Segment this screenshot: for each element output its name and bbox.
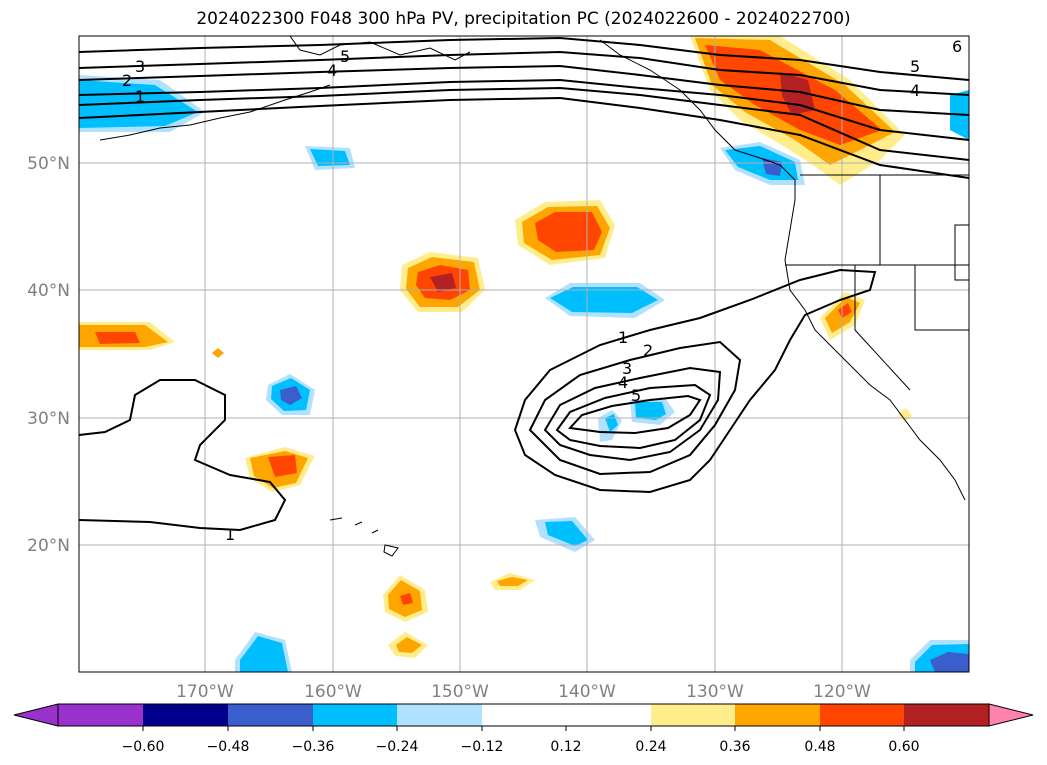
lon-label: 170°W	[176, 682, 234, 702]
colorbar-frame	[57, 703, 990, 727]
colorbar-min-extension	[13, 703, 59, 727]
precip-positive-region	[535, 212, 602, 252]
colorbar-max-extension	[988, 703, 1034, 727]
precip-shading	[79, 36, 969, 672]
precip-positive-region	[95, 332, 140, 344]
contour-label: 5	[910, 57, 920, 76]
contour-label: 2	[643, 341, 653, 360]
colorbar: −0.60 −0.48 −0.36 −0.24 −0.12 0.12 0.24 …	[13, 703, 1034, 755]
longitude-labels: 170°W 160°W 150°W 140°W 130°W 120°W	[176, 682, 871, 702]
precip-positive-region	[400, 593, 413, 605]
contour-label: 5	[631, 386, 641, 405]
colorbar-segment	[143, 704, 228, 726]
colorbar-tick-label: 0.60	[888, 739, 919, 755]
colorbar-segment	[735, 704, 820, 726]
contour-label: 4	[618, 373, 628, 392]
precip-negative-region	[545, 521, 588, 546]
colorbar-segment	[482, 704, 566, 726]
pv-contours	[79, 36, 969, 532]
contour-label: 4	[327, 61, 337, 80]
contour-labels: 3 2 1 4 5 5 4 6 1 1 2 3 4 5	[122, 37, 962, 544]
gridlines	[79, 36, 969, 672]
precip-negative-region	[280, 386, 302, 405]
colorbar-tick-label: −0.24	[376, 739, 419, 755]
colorbar-tick-label: 0.48	[804, 739, 835, 755]
colorbar-segment	[228, 704, 313, 726]
colorbar-tick-label: −0.12	[461, 739, 504, 755]
lat-label: 50°N	[27, 154, 70, 174]
lat-label: 40°N	[27, 281, 70, 301]
map-frame	[78, 35, 970, 673]
colorbar-segment	[397, 704, 482, 726]
colorbar-tick-label: −0.36	[292, 739, 335, 755]
lon-label: 160°W	[304, 682, 362, 702]
contour-label: 1	[618, 328, 628, 347]
colorbar-ticks	[142, 726, 905, 731]
colorbar-tick-label: −0.60	[122, 739, 165, 755]
latitude-labels: 50°N 40°N 30°N 20°N	[27, 154, 70, 556]
colorbar-tick-label: 0.24	[635, 739, 666, 755]
colorbar-tick-label: 0.12	[550, 739, 581, 755]
precip-negative-region	[240, 636, 288, 672]
precip-positive-region	[268, 455, 297, 477]
contour-label: 1	[225, 525, 235, 544]
precip-positive-region	[497, 577, 528, 586]
colorbar-segment	[820, 704, 904, 726]
contour-label: 3	[622, 359, 632, 378]
precip-negative-region	[930, 652, 969, 672]
lon-label: 130°W	[686, 682, 744, 702]
figure-title: 2024022300 F048 300 hPa PV, precipitatio…	[196, 9, 851, 29]
lon-label: 140°W	[558, 682, 616, 702]
colorbar-segment	[904, 704, 989, 726]
map-panel: 3 2 1 4 5 5 4 6 1 1 2 3 4 5	[78, 35, 970, 673]
lat-label: 30°N	[27, 409, 70, 429]
precip-positive-region	[396, 637, 422, 653]
contour-label: 2	[122, 71, 132, 90]
colorbar-segment	[566, 704, 651, 726]
precip-positive-region	[430, 273, 456, 292]
colorbar-segment	[58, 704, 143, 726]
lon-label: 150°W	[431, 682, 489, 702]
colorbar-tick-label: −0.48	[207, 739, 250, 755]
lat-label: 20°N	[27, 536, 70, 556]
precip-negative-region	[635, 402, 666, 420]
contour-label: 5	[340, 47, 350, 66]
colorbar-segment	[313, 704, 397, 726]
colorbar-tick-label: 0.36	[719, 739, 750, 755]
contour-label: 4	[910, 81, 920, 100]
precip-positive-region	[212, 348, 224, 358]
contour-label: 1	[135, 87, 145, 106]
contour-label: 6	[952, 37, 962, 56]
lon-label: 120°W	[813, 682, 871, 702]
contour-label: 3	[135, 57, 145, 76]
precip-negative-region	[550, 287, 658, 313]
colorbar-segment	[651, 704, 735, 726]
precip-negative-region	[310, 149, 350, 166]
